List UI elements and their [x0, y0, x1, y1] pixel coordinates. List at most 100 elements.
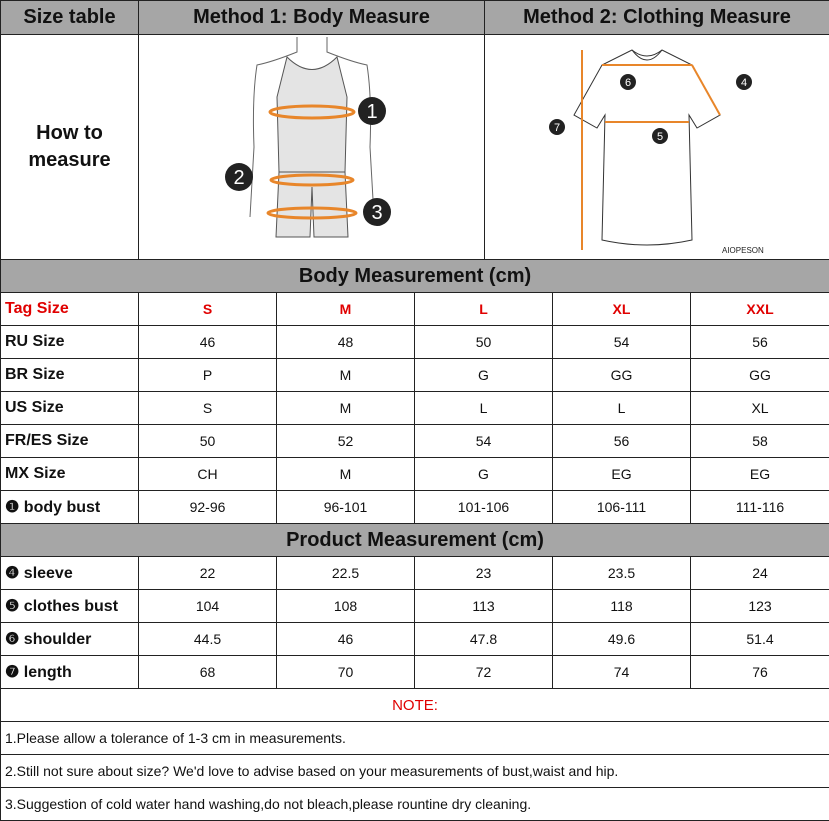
size-table: Body Measurement (cm) Tag Size S M L XL XXL RU …: [0, 259, 829, 821]
svg-text:2: 2: [233, 167, 244, 189]
table-cell: S: [138, 391, 277, 425]
tag-size-row: Tag Size S M L XL XXL: [0, 292, 829, 326]
row-label: ❻ shoulder: [0, 622, 139, 656]
table-cell: CH: [138, 457, 277, 491]
measure-guide: Size table Method 1: Body Measure Method…: [0, 0, 829, 260]
table-cell: 51.4: [689, 622, 829, 656]
table-cell: GG: [689, 358, 829, 392]
how-to-line2: measure: [28, 149, 111, 171]
table-cell: 76: [689, 655, 829, 689]
table-cell: 23.5: [552, 556, 691, 590]
size-l: L: [414, 292, 553, 326]
table-cell: M: [276, 358, 415, 392]
table-cell: 48: [276, 325, 415, 359]
row-label: US Size: [0, 391, 139, 425]
marker-3: 3: [362, 198, 391, 226]
row-label: BR Size: [0, 358, 139, 392]
row-label: MX Size: [0, 457, 139, 491]
table-cell: 123: [689, 589, 829, 623]
marker-1: 1: [357, 97, 386, 125]
note-item: 2.Still not sure about size? We'd love t…: [0, 754, 829, 788]
method1-header: Method 1: Body Measure: [138, 0, 485, 35]
note-item: 3.Suggestion of cold water hand washing,…: [0, 787, 829, 821]
table-cell: 72: [414, 655, 553, 689]
size-xl: XL: [552, 292, 691, 326]
table-row: RU Size 46 48 50 54 56: [0, 325, 829, 359]
table-cell: XL: [689, 391, 829, 425]
table-cell: 96-101: [276, 490, 415, 524]
svg-text:6: 6: [625, 77, 631, 89]
table-cell: 50: [138, 424, 277, 458]
table-cell: 106-111: [552, 490, 691, 524]
size-s: S: [138, 292, 277, 326]
table-row: ❼ length 68 70 72 74 76: [0, 655, 829, 689]
method2-header: Method 2: Clothing Measure: [484, 0, 829, 35]
table-cell: 68: [138, 655, 277, 689]
row-label: ❶ body bust: [0, 490, 139, 524]
table-cell: 101-106: [414, 490, 553, 524]
table-cell: 23: [414, 556, 553, 590]
table-row: BR Size P M G GG GG: [0, 358, 829, 392]
svg-text:1: 1: [366, 101, 377, 123]
table-row: ❻ shoulder 44.5 46 47.8 49.6 51.4: [0, 622, 829, 656]
table-cell: 46: [138, 325, 277, 359]
svg-text:7: 7: [554, 122, 560, 134]
table-cell: 52: [276, 424, 415, 458]
body-figure-image: 1 2 3: [224, 37, 391, 238]
marker-4: 4: [736, 73, 752, 90]
table-cell: 111-116: [689, 490, 829, 524]
row-label: FR/ES Size: [0, 424, 139, 458]
marker-2: 2: [224, 163, 253, 191]
table-cell: L: [414, 391, 553, 425]
table-cell: L: [552, 391, 691, 425]
row-label: RU Size: [0, 325, 139, 359]
table-cell: 49.6: [552, 622, 691, 656]
table-cell: P: [138, 358, 277, 392]
table-cell: 56: [689, 325, 829, 359]
table-cell: GG: [552, 358, 691, 392]
table-row: MX Size CH M G EG EG: [0, 457, 829, 491]
marker-7: 7: [549, 118, 565, 135]
row-label: ❼ length: [0, 655, 139, 689]
table-cell: 54: [552, 325, 691, 359]
table-row: ❺ clothes bust 104 108 113 118 123: [0, 589, 829, 623]
table-cell: 24: [689, 556, 829, 590]
how-to-line1: How to: [36, 122, 103, 144]
table-cell: 113: [414, 589, 553, 623]
shirt-figure-cell: 6 4 7 5 AIOPESON: [484, 34, 829, 260]
table-cell: 92-96: [138, 490, 277, 524]
brand-label: AIOPESON: [722, 246, 764, 255]
table-cell: M: [276, 457, 415, 491]
marker-5: 5: [652, 127, 668, 144]
table-cell: 118: [552, 589, 691, 623]
svg-text:4: 4: [741, 77, 747, 89]
table-cell: G: [414, 358, 553, 392]
note-title: NOTE:: [0, 688, 829, 722]
table-cell: 58: [689, 424, 829, 458]
table-cell: 54: [414, 424, 553, 458]
row-label: ❹ sleeve: [0, 556, 139, 590]
product-measurement-title: Product Measurement (cm): [0, 523, 829, 557]
svg-text:3: 3: [371, 202, 382, 224]
table-cell: 50: [414, 325, 553, 359]
table-cell: 104: [138, 589, 277, 623]
note-item: 1.Please allow a tolerance of 1-3 cm in …: [0, 721, 829, 755]
table-cell: 108: [276, 589, 415, 623]
table-row: ❹ sleeve 22 22.5 23 23.5 24: [0, 556, 829, 590]
table-cell: G: [414, 457, 553, 491]
table-cell: 44.5: [138, 622, 277, 656]
table-row: ❶ body bust 92-96 96-101 101-106 106-111 111-…: [0, 490, 829, 524]
table-cell: 47.8: [414, 622, 553, 656]
body-measurement-title: Body Measurement (cm): [0, 259, 829, 293]
body-figure-cell: 1 2 3: [138, 34, 485, 260]
table-cell: 70: [276, 655, 415, 689]
table-row: US Size S M L L XL: [0, 391, 829, 425]
marker-6: 6: [620, 73, 636, 90]
table-cell: 56: [552, 424, 691, 458]
table-cell: EG: [689, 457, 829, 491]
row-label: ❺ clothes bust: [0, 589, 139, 623]
table-cell: 74: [552, 655, 691, 689]
table-row: FR/ES Size 50 52 54 56 58: [0, 424, 829, 458]
shirt-figure-image: 6 4 7 5 AIOPESON: [549, 48, 764, 255]
table-cell: 22.5: [276, 556, 415, 590]
